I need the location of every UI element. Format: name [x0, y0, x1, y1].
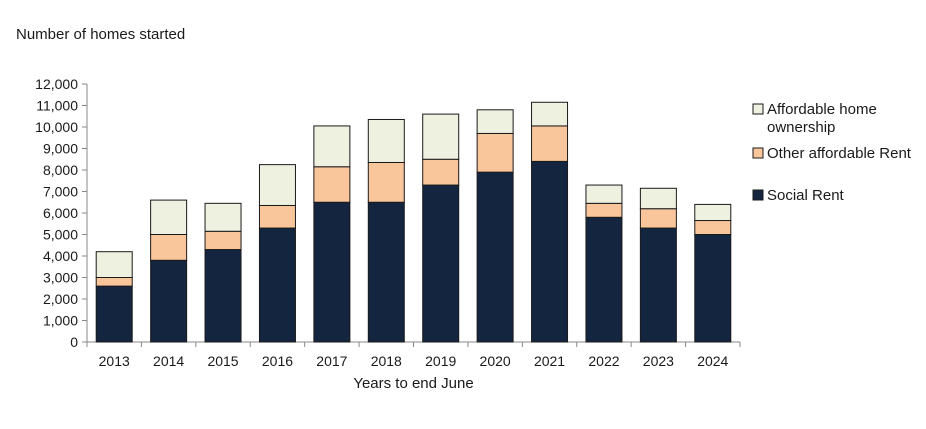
bars [95, 101, 732, 343]
bar-segment [694, 220, 732, 235]
x-tick-label: 2013 [99, 353, 130, 369]
x-axis: 2013 2014 2015 2016 2017 2018 2019 2020 2021 2022… [86, 341, 741, 369]
y-tick-label: 8,000 [43, 162, 78, 178]
bar-segment [639, 227, 677, 343]
bar-segment [204, 202, 242, 232]
bar-segment [585, 202, 623, 218]
bar-segment [585, 184, 623, 204]
legend-label: Affordable home [767, 101, 877, 118]
x-tick-label: 2022 [588, 353, 619, 369]
bar-segment [204, 230, 242, 251]
y-tick-label: 2,000 [43, 291, 78, 307]
x-axis-label: Years to end June [353, 375, 473, 392]
legend-swatch [752, 147, 764, 159]
bar-segment [95, 277, 133, 287]
y-tick-label: 1,000 [43, 313, 78, 329]
x-tick-label: 2024 [697, 353, 728, 369]
bar-segment [367, 161, 405, 203]
legend-swatch [752, 103, 764, 115]
bar-segment [422, 113, 460, 160]
y-tick-label: 9,000 [43, 141, 78, 157]
chart-title: Number of homes started [16, 26, 186, 43]
legend-label: Social Rent [767, 187, 845, 204]
y-tick-label: 10,000 [35, 119, 78, 135]
bar-segment [476, 171, 514, 343]
y-tick-label: 0 [70, 334, 78, 350]
bar-segment [258, 204, 296, 229]
bar-segment [367, 201, 405, 343]
bar-segment [95, 285, 133, 343]
bar-segment [531, 160, 569, 343]
bar-segment [150, 259, 188, 343]
x-tick-label: 2021 [534, 353, 565, 369]
legend-swatch [752, 189, 764, 201]
bar-segment [258, 164, 296, 206]
x-tick-label: 2018 [371, 353, 402, 369]
bar-segment [639, 187, 677, 210]
bar-segment [258, 227, 296, 343]
bar-segment [476, 132, 514, 173]
legend-label: Other affordable Rent [767, 145, 912, 162]
bar-segment [531, 125, 569, 162]
bar-segment [367, 118, 405, 163]
bar-segment [694, 203, 732, 222]
y-axis: 0 1,000 2,000 3,000 4,000 5,000 6,000 7,000 8,00… [35, 76, 88, 350]
y-tick-label: 7,000 [43, 184, 78, 200]
x-tick-label: 2019 [425, 353, 456, 369]
bar-segment [150, 234, 188, 261]
y-tick-label: 12,000 [35, 76, 78, 92]
y-tick-label: 3,000 [43, 270, 78, 286]
bar-segment [150, 199, 188, 236]
bar-segment [204, 249, 242, 343]
x-tick-label: 2015 [207, 353, 238, 369]
legend-label: ownership [767, 119, 835, 136]
bar-segment [476, 109, 514, 134]
bar-segment [694, 234, 732, 343]
bar-segment [95, 251, 133, 278]
y-tick-label: 6,000 [43, 205, 78, 221]
bar-segment [422, 184, 460, 343]
x-tick-label: 2020 [480, 353, 511, 369]
y-tick-label: 5,000 [43, 227, 78, 243]
y-tick-label: 4,000 [43, 248, 78, 264]
bar-segment [639, 208, 677, 229]
x-tick-label: 2016 [262, 353, 293, 369]
bar-segment [313, 201, 351, 343]
x-tick-label: 2014 [153, 353, 184, 369]
x-tick-label: 2023 [643, 353, 674, 369]
bar-segment [531, 101, 569, 127]
bar-segment [313, 125, 351, 168]
bar-segment [313, 166, 351, 203]
bar-segment [585, 216, 623, 343]
y-tick-label: 11,000 [36, 98, 78, 114]
x-tick-label: 2017 [316, 353, 347, 369]
bar-segment [422, 158, 460, 186]
